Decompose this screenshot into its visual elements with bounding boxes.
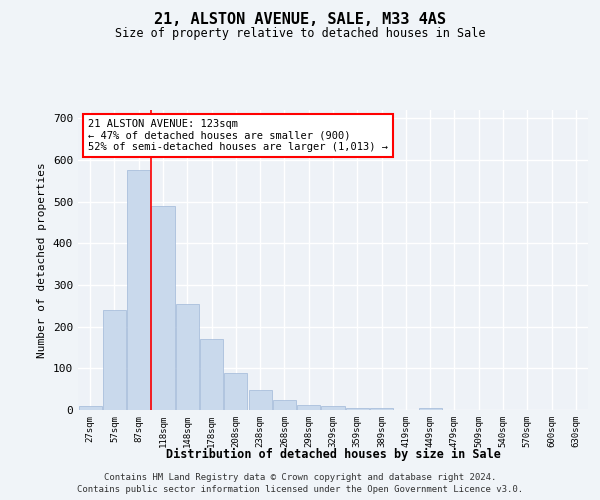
- Y-axis label: Number of detached properties: Number of detached properties: [37, 162, 47, 358]
- Bar: [322, 406, 344, 410]
- Bar: [248, 390, 272, 410]
- Bar: [346, 408, 369, 410]
- Bar: [224, 372, 247, 410]
- Text: 21, ALSTON AVENUE, SALE, M33 4AS: 21, ALSTON AVENUE, SALE, M33 4AS: [154, 12, 446, 28]
- Bar: [127, 170, 150, 410]
- Bar: [151, 206, 175, 410]
- Text: 21 ALSTON AVENUE: 123sqm
← 47% of detached houses are smaller (900)
52% of semi-: 21 ALSTON AVENUE: 123sqm ← 47% of detach…: [88, 119, 388, 152]
- Bar: [79, 406, 101, 410]
- Bar: [273, 400, 296, 410]
- Text: Size of property relative to detached houses in Sale: Size of property relative to detached ho…: [115, 28, 485, 40]
- Text: Contains HM Land Registry data © Crown copyright and database right 2024.: Contains HM Land Registry data © Crown c…: [104, 472, 496, 482]
- Text: Distribution of detached houses by size in Sale: Distribution of detached houses by size …: [166, 448, 500, 460]
- Bar: [200, 339, 223, 410]
- Bar: [176, 304, 199, 410]
- Bar: [297, 405, 320, 410]
- Bar: [370, 408, 393, 410]
- Bar: [419, 408, 442, 410]
- Bar: [103, 310, 126, 410]
- Text: Contains public sector information licensed under the Open Government Licence v3: Contains public sector information licen…: [77, 485, 523, 494]
